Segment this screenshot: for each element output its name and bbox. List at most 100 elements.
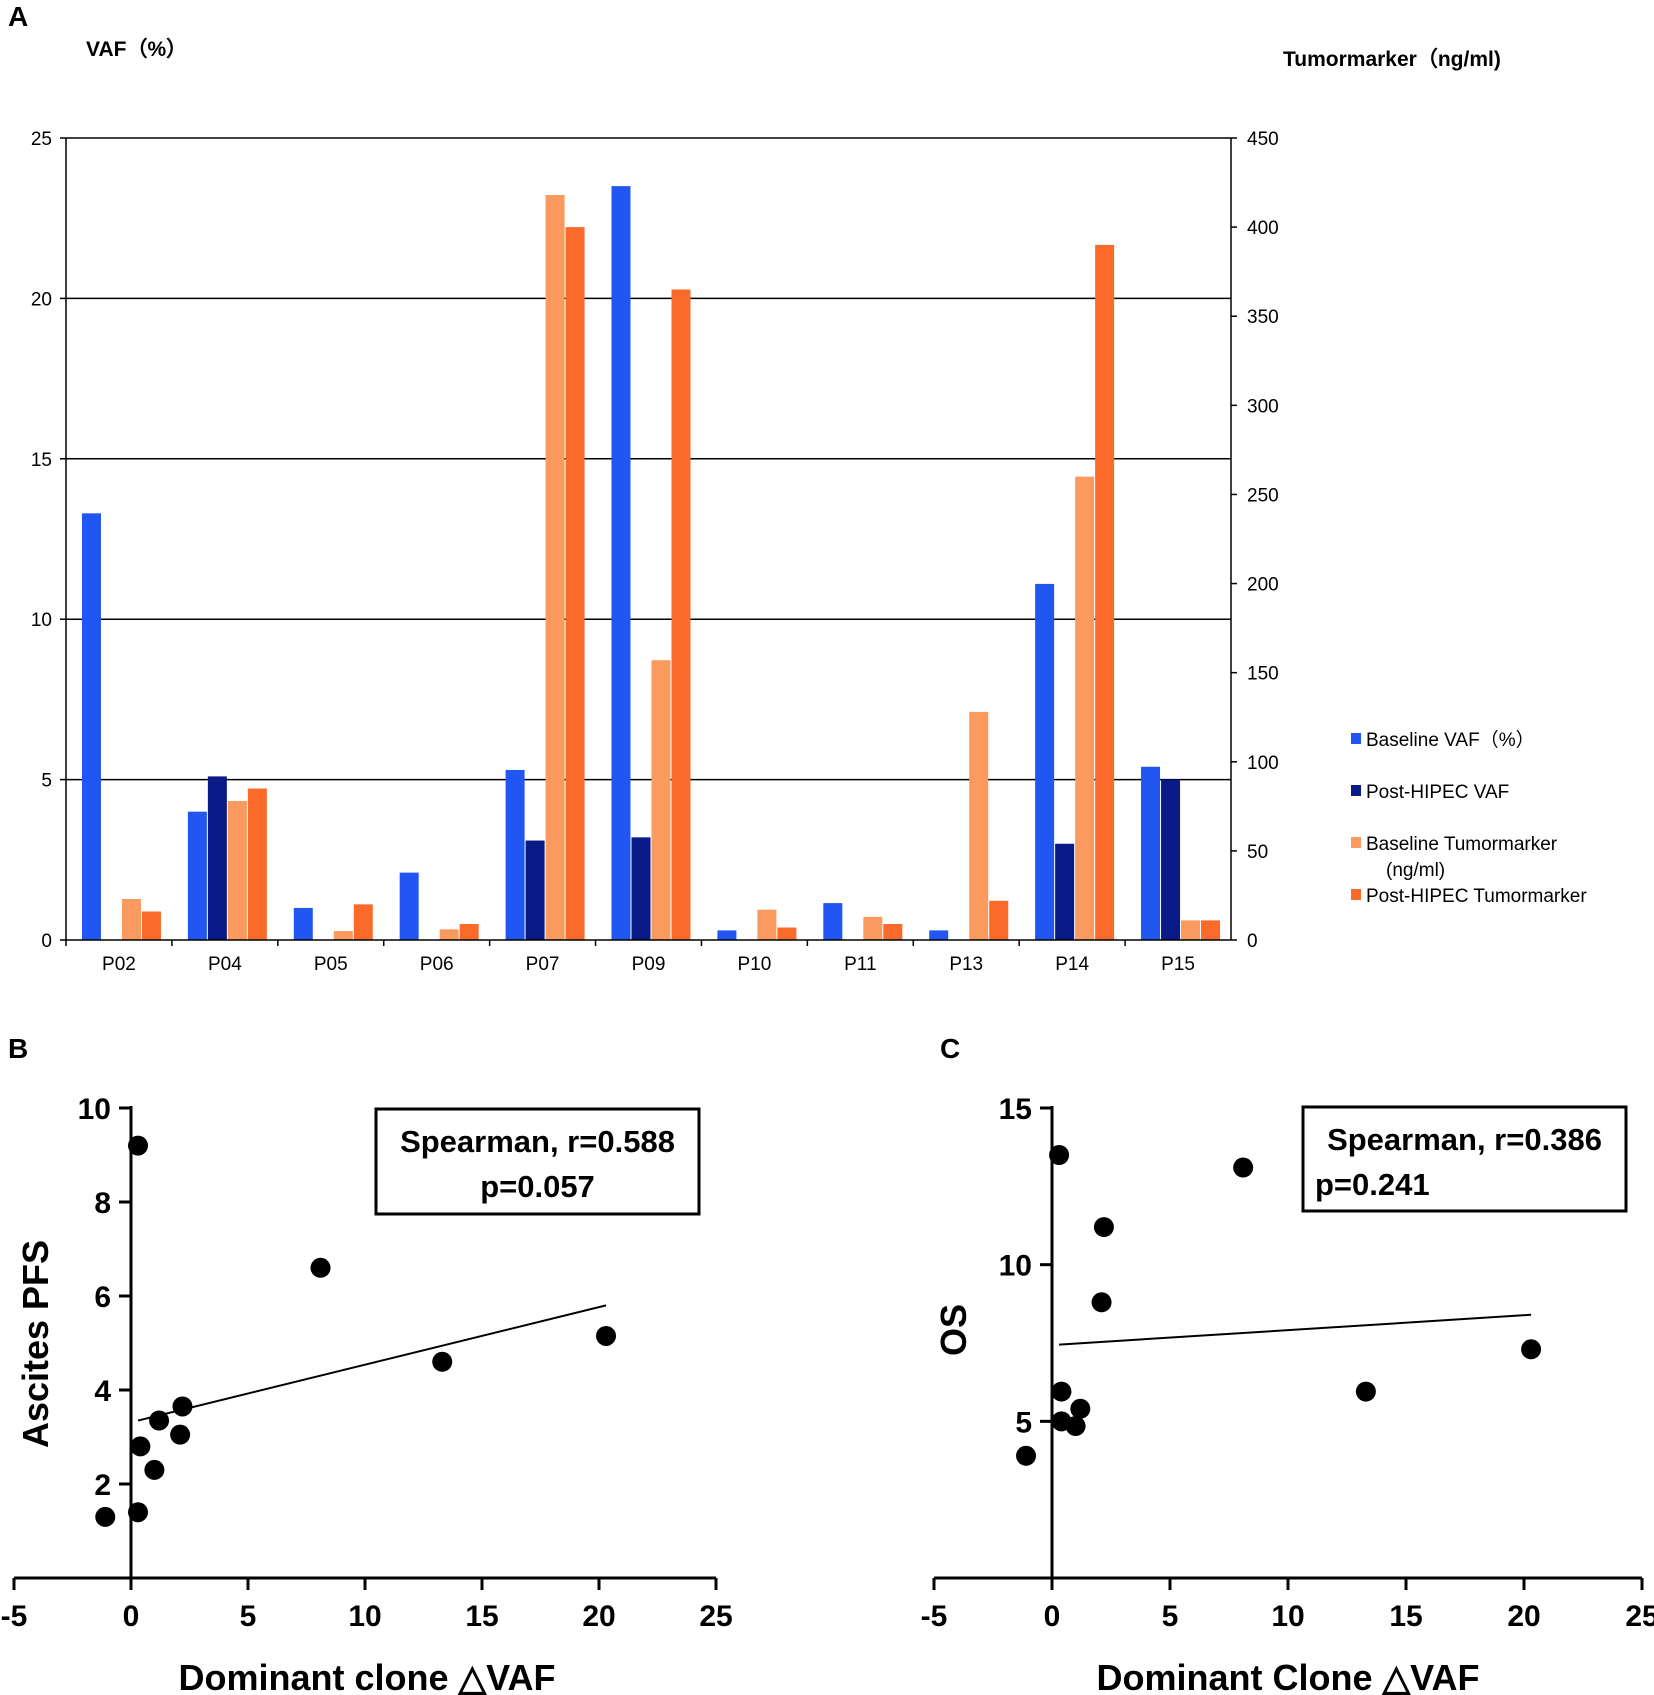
data-points: [95, 1135, 617, 1527]
panel-label-c: C: [940, 1033, 960, 1064]
legend-label-line: Post-HIPEC VAF: [1366, 782, 1509, 803]
stats-annotation: Spearman, r=0.588 p=0.057: [374, 1107, 701, 1216]
fit-line: [137, 1304, 607, 1422]
data-point: [128, 1502, 149, 1523]
right-tick-label: 350: [1247, 307, 1279, 328]
left-tick-label: 10: [31, 610, 52, 631]
data-point: [432, 1351, 453, 1372]
data-point: [1065, 1416, 1086, 1437]
legend-label-line: Baseline Tumormarker: [1366, 834, 1558, 855]
data-point: [130, 1436, 151, 1457]
category-tick-label: P10: [738, 954, 772, 975]
y-axis-title: Ascites PFS: [15, 1240, 56, 1448]
bar: [717, 930, 737, 940]
bar: [823, 903, 843, 940]
tick-labels: -5 0 5 10 15 20 25 2 4 6 8 10: [1, 1093, 733, 1633]
right-tick-label: 450: [1247, 129, 1279, 150]
y-tick-label: 15: [999, 1093, 1032, 1126]
data-point: [170, 1424, 191, 1445]
legend-label-line: Post-HIPEC Tumormarker: [1366, 886, 1587, 907]
bar: [863, 916, 883, 940]
y-tick-label: 6: [94, 1281, 111, 1314]
x-tick-label: -5: [1, 1600, 28, 1633]
bar: [525, 840, 545, 940]
left-tick-label: 0: [41, 931, 52, 952]
category-tick-label: P04: [208, 954, 242, 975]
x-tick-label: 15: [1389, 1600, 1422, 1633]
category-tick-label: P15: [1161, 954, 1195, 975]
bar: [333, 931, 353, 940]
y-tick-label: 4: [94, 1375, 111, 1408]
bar: [545, 195, 565, 940]
bar: [121, 899, 141, 940]
right-tick-labels: 0 50 100 150 200 250 300 350 400 450: [1247, 129, 1279, 952]
y-tick-label: 10: [78, 1093, 111, 1126]
x-axis-title: Dominant Clone △VAF: [1096, 1657, 1479, 1695]
bar: [1141, 766, 1161, 940]
axes: [12, 1106, 718, 1590]
bar: [1035, 583, 1055, 940]
bar: [883, 923, 903, 940]
x-tick-label: 0: [1044, 1600, 1061, 1633]
stats-line-1: Spearman, r=0.386: [1327, 1122, 1602, 1157]
left-tick-label: 20: [31, 289, 52, 310]
panel-label-a: A: [8, 1, 28, 32]
right-tick-label: 150: [1247, 664, 1279, 685]
bar: [505, 769, 525, 940]
legend-label-line: Baseline VAF（%）: [1366, 729, 1535, 751]
bar: [565, 227, 585, 941]
category-tick-label: P06: [420, 954, 454, 975]
x-axis-title: Dominant clone △VAF: [178, 1657, 555, 1695]
axes: [932, 1106, 1644, 1590]
bar: [459, 923, 479, 940]
bar: [207, 776, 227, 940]
bar: [353, 904, 373, 940]
bar: [1055, 843, 1075, 940]
x-tick-label: 5: [240, 1600, 257, 1633]
bar: [399, 872, 419, 940]
x-tick-label: -5: [921, 1600, 948, 1633]
data-point: [1355, 1381, 1376, 1402]
data-point: [128, 1135, 149, 1156]
data-point: [95, 1506, 116, 1527]
bar: [1181, 920, 1201, 940]
x-tick-label: 20: [1507, 1600, 1540, 1633]
left-tick-label: 25: [31, 129, 52, 150]
data-point: [1091, 1292, 1112, 1313]
data-point: [149, 1410, 170, 1431]
x-tick-label: 0: [123, 1600, 140, 1633]
bar: [1201, 920, 1221, 940]
panel-c-scatter: C -5 0 5 10 15 20 25 5 10 15 Spearman, r=0.386 p=0…: [921, 1033, 1654, 1695]
bar: [81, 513, 101, 940]
category-tick-label: P05: [314, 954, 348, 975]
legend-swatch: [1351, 837, 1361, 848]
x-tick-label: 15: [465, 1600, 498, 1633]
stats-line-1: Spearman, r=0.588: [400, 1124, 675, 1159]
data-point: [310, 1257, 331, 1278]
stats-annotation: Spearman, r=0.386 p=0.241: [1301, 1105, 1628, 1213]
regression-line: [137, 1304, 607, 1422]
data-point: [144, 1459, 165, 1480]
bar: [611, 186, 631, 940]
fit-line: [1059, 1313, 1532, 1346]
bar: [293, 907, 313, 940]
bar: [969, 711, 989, 940]
left-tick-label: 15: [31, 450, 52, 471]
stats-box: [1301, 1105, 1628, 1213]
x-tick-label: 20: [582, 1600, 615, 1633]
bar: [187, 811, 207, 940]
bar: [989, 900, 1009, 940]
legend-label: Baseline VAF（%）: [1366, 729, 1535, 751]
category-tick-labels: P02 P04 P05 P06 P07 P09 P10 P11 P13 P14 P15: [102, 954, 1195, 975]
bar: [141, 911, 161, 940]
axes: [65, 138, 1232, 946]
y-tick-label: 10: [999, 1250, 1032, 1283]
x-tick-label: 10: [348, 1600, 381, 1633]
right-axis-title: Tumormarker（ng/ml): [1283, 47, 1501, 71]
right-tick-label: 200: [1247, 575, 1279, 596]
left-tick-label: 5: [41, 771, 52, 792]
legend-label-line: (ng/ml): [1386, 860, 1445, 881]
bar: [1161, 779, 1181, 940]
data-point: [1051, 1381, 1072, 1402]
